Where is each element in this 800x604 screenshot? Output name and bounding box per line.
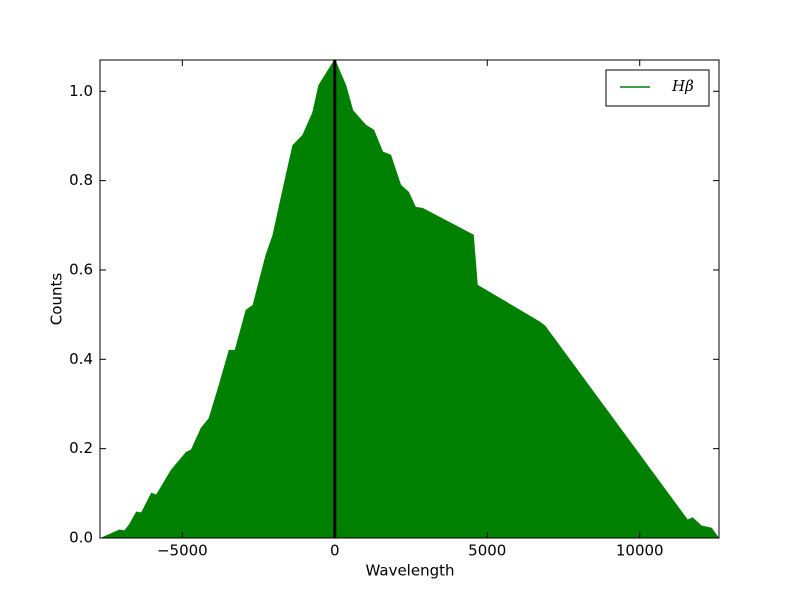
legend-box [605, 69, 710, 107]
area [101, 58, 720, 539]
x-tick-label: 5000 [468, 542, 506, 560]
y-tick-label: 0.4 [69, 350, 93, 368]
y-tick-label: 0.0 [69, 529, 93, 547]
y-axis-label: Counts [48, 273, 66, 326]
plot-frame [99, 59, 720, 539]
y-tick-label: 0.8 [69, 171, 93, 189]
y-tick-label: 1.0 [69, 82, 93, 100]
x-tick-label: 10000 [616, 542, 664, 560]
y-tick-label: 0.2 [69, 439, 93, 457]
x-tick-label: −5000 [157, 542, 208, 560]
x-tick-label: 0 [330, 542, 340, 560]
y-tick-label: 0.6 [69, 260, 93, 278]
x-axis-label: Wavelength [366, 562, 455, 580]
legend-label: Hβ [671, 77, 694, 95]
